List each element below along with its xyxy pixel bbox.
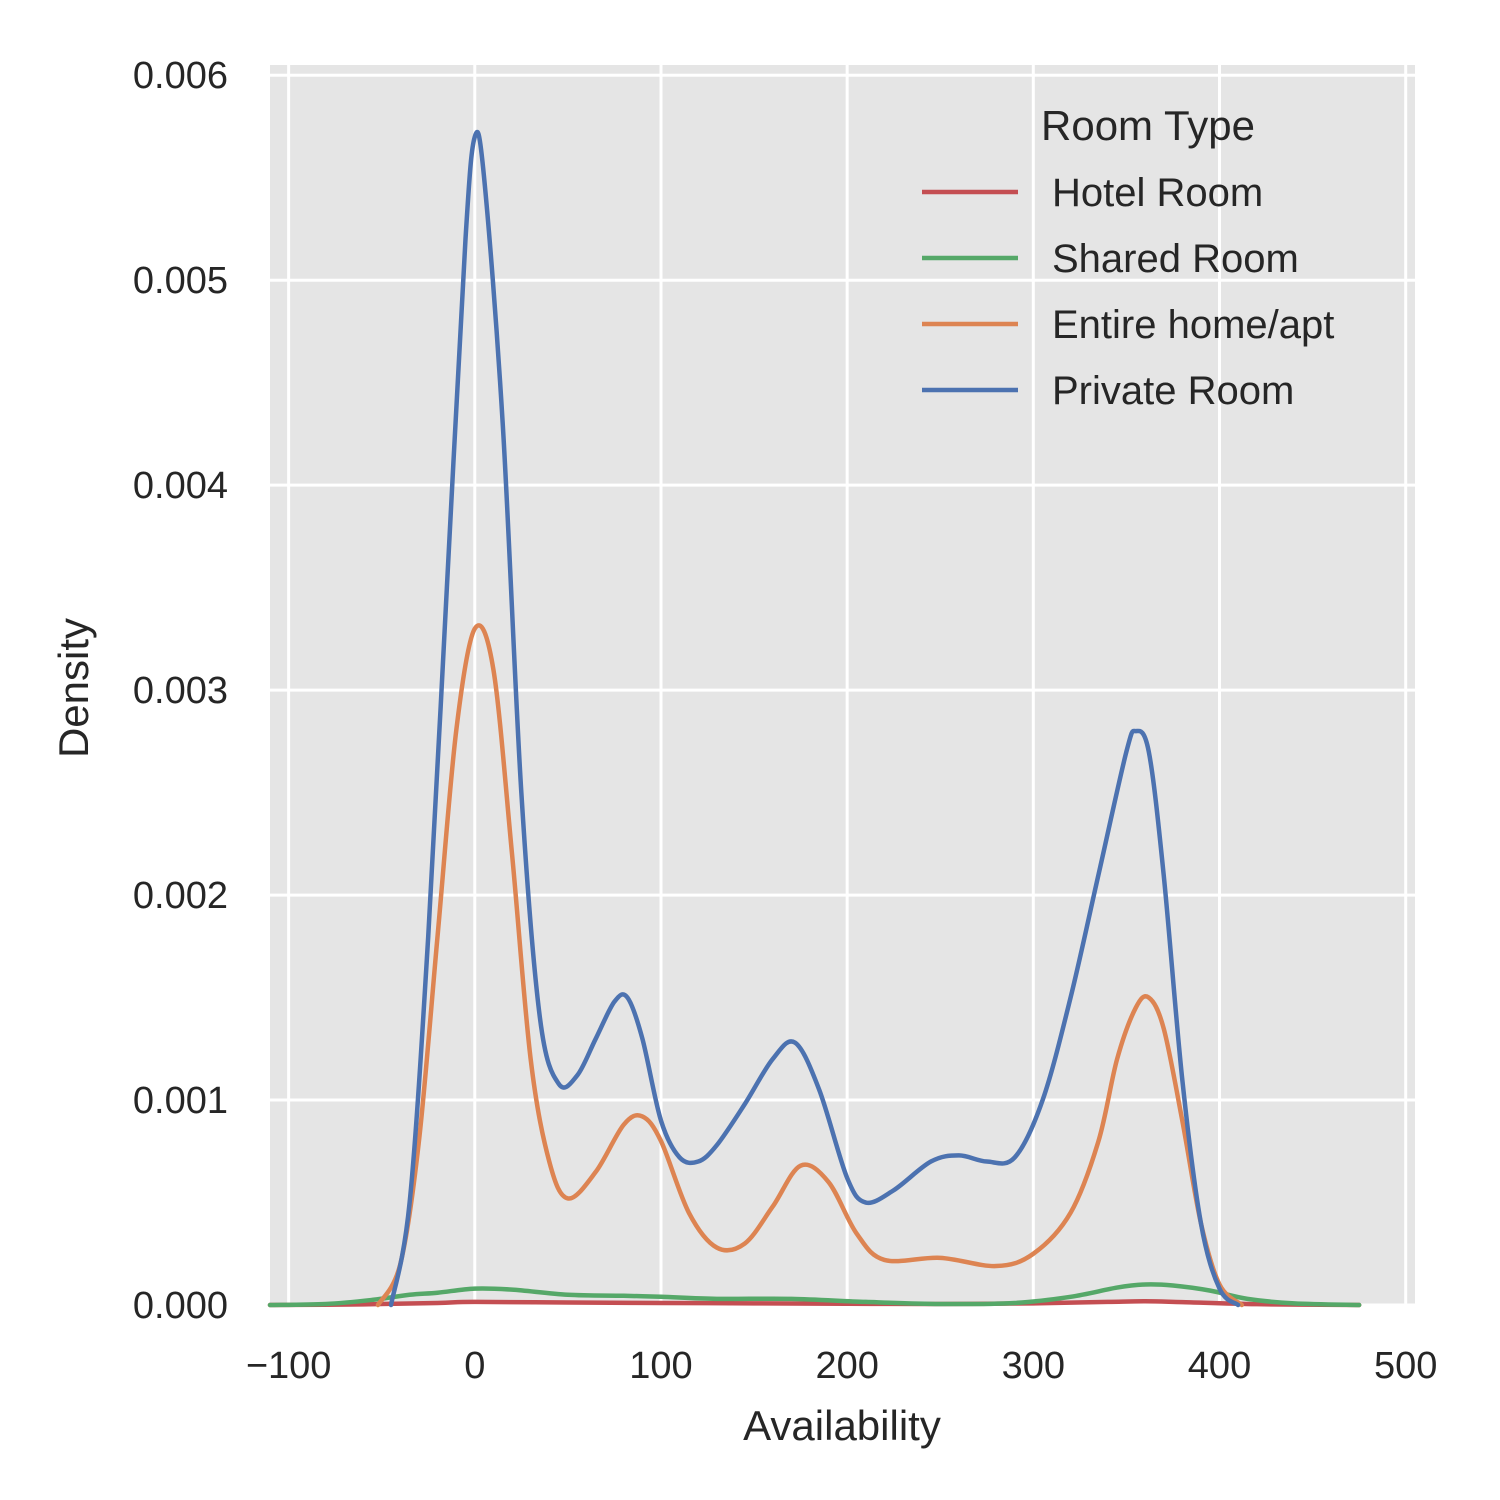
series-layer xyxy=(267,129,1362,1308)
y-tick-label: 0.002 xyxy=(133,875,228,917)
legend-label-entire-home-apt: Entire home/apt xyxy=(1052,303,1334,347)
legend-label-shared-room: Shared Room xyxy=(1052,237,1299,281)
legend-title: Room Type xyxy=(1041,102,1255,149)
y-axis-label: Density xyxy=(50,618,97,758)
x-tick-label: 200 xyxy=(815,1345,878,1387)
x-tick-label: 100 xyxy=(629,1345,692,1387)
x-tick-labels: −100 0 100 200 300 400 500 xyxy=(246,1345,1438,1387)
x-tick-label: 400 xyxy=(1188,1345,1251,1387)
series-line-private-room xyxy=(388,129,1241,1308)
legend: Room Type Hotel Room Shared Room Entire ho… xyxy=(922,102,1334,413)
x-tick-label: 500 xyxy=(1374,1345,1437,1387)
x-tick-label: −100 xyxy=(246,1345,332,1387)
series-line-hotel-room xyxy=(267,1299,1362,1308)
y-tick-labels: 0.000 0.001 0.002 0.003 0.004 0.005 0.006 xyxy=(133,55,228,1327)
x-axis-label: Availability xyxy=(743,1402,941,1449)
grid-lines xyxy=(270,65,1415,1307)
y-tick-label: 0.000 xyxy=(133,1285,228,1327)
legend-label-hotel-room: Hotel Room xyxy=(1052,171,1263,215)
y-tick-label: 0.004 xyxy=(133,465,228,507)
x-tick-label: 300 xyxy=(1002,1345,1065,1387)
series-line-entire-home-apt xyxy=(375,623,1245,1308)
y-tick-label: 0.006 xyxy=(133,55,228,97)
legend-label-private-room: Private Room xyxy=(1052,369,1294,413)
y-tick-label: 0.001 xyxy=(133,1080,228,1122)
y-tick-label: 0.005 xyxy=(133,260,228,302)
y-tick-label: 0.003 xyxy=(133,670,228,712)
series-line-shared-room xyxy=(267,1282,1362,1308)
x-tick-label: 0 xyxy=(464,1345,485,1387)
